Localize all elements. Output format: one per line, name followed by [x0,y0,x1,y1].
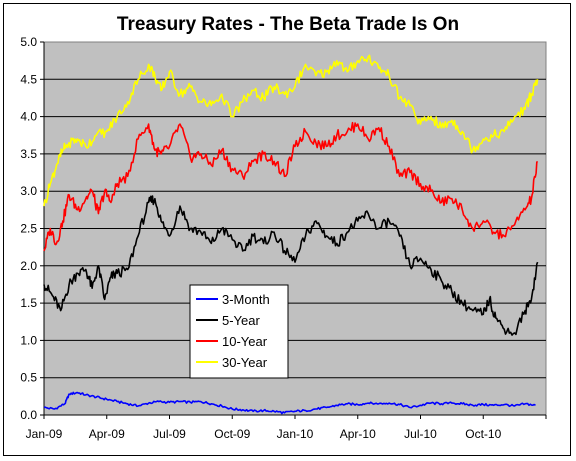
series-lines [43,54,539,415]
y-tick-label: 4.5 [20,72,37,86]
x-tick-label: Oct-10 [465,427,501,441]
legend-label: 10-Year [222,334,268,349]
series-line-5-year [43,195,539,336]
x-tick-label: Jul-10 [404,427,437,441]
x-tick-label: Jan-10 [277,427,314,441]
y-tick-label: 4.0 [20,110,37,124]
series-line-30-year [43,54,539,207]
chart-title: Treasury Rates - The Beta Trade Is On [117,14,459,35]
series-line-10-year [43,121,539,252]
x-tick-label: Jan-09 [26,427,63,441]
legend-label: 30-Year [222,355,268,370]
y-tick-label: 5.0 [20,35,37,49]
y-axis: 0.0 0.5 1.0 1.5 2.0 2.5 3.0 3.5 4.0 4.5 5.0 [20,35,45,422]
legend-label: 5-Year [222,313,260,328]
x-tick-label: Jul-09 [153,427,186,441]
y-tick-label: 1.0 [20,333,37,347]
y-tick-label: 0.5 [20,371,37,385]
x-tick-label: Oct-09 [214,427,250,441]
y-tick-label: 2.5 [20,222,37,236]
legend: 3-Month 5-Year 10-Year 30-Year [189,284,289,379]
legend-label: 3-Month [222,292,270,307]
y-tick-label: 3.5 [20,147,37,161]
x-tick-label: Apr-10 [340,427,376,441]
x-tick-label: Apr-09 [89,427,125,441]
x-axis: Jan-09 Apr-09 Jul-09 Oct-09 Jan-10 Apr-10 Jul-… [26,414,547,441]
y-tick-label: 0.0 [20,408,37,422]
y-tick-label: 1.5 [20,296,37,310]
y-tick-label: 3.0 [20,184,37,198]
gridlines [44,78,546,379]
y-tick-label: 2.0 [20,259,37,273]
series-line-3-month [43,391,536,415]
